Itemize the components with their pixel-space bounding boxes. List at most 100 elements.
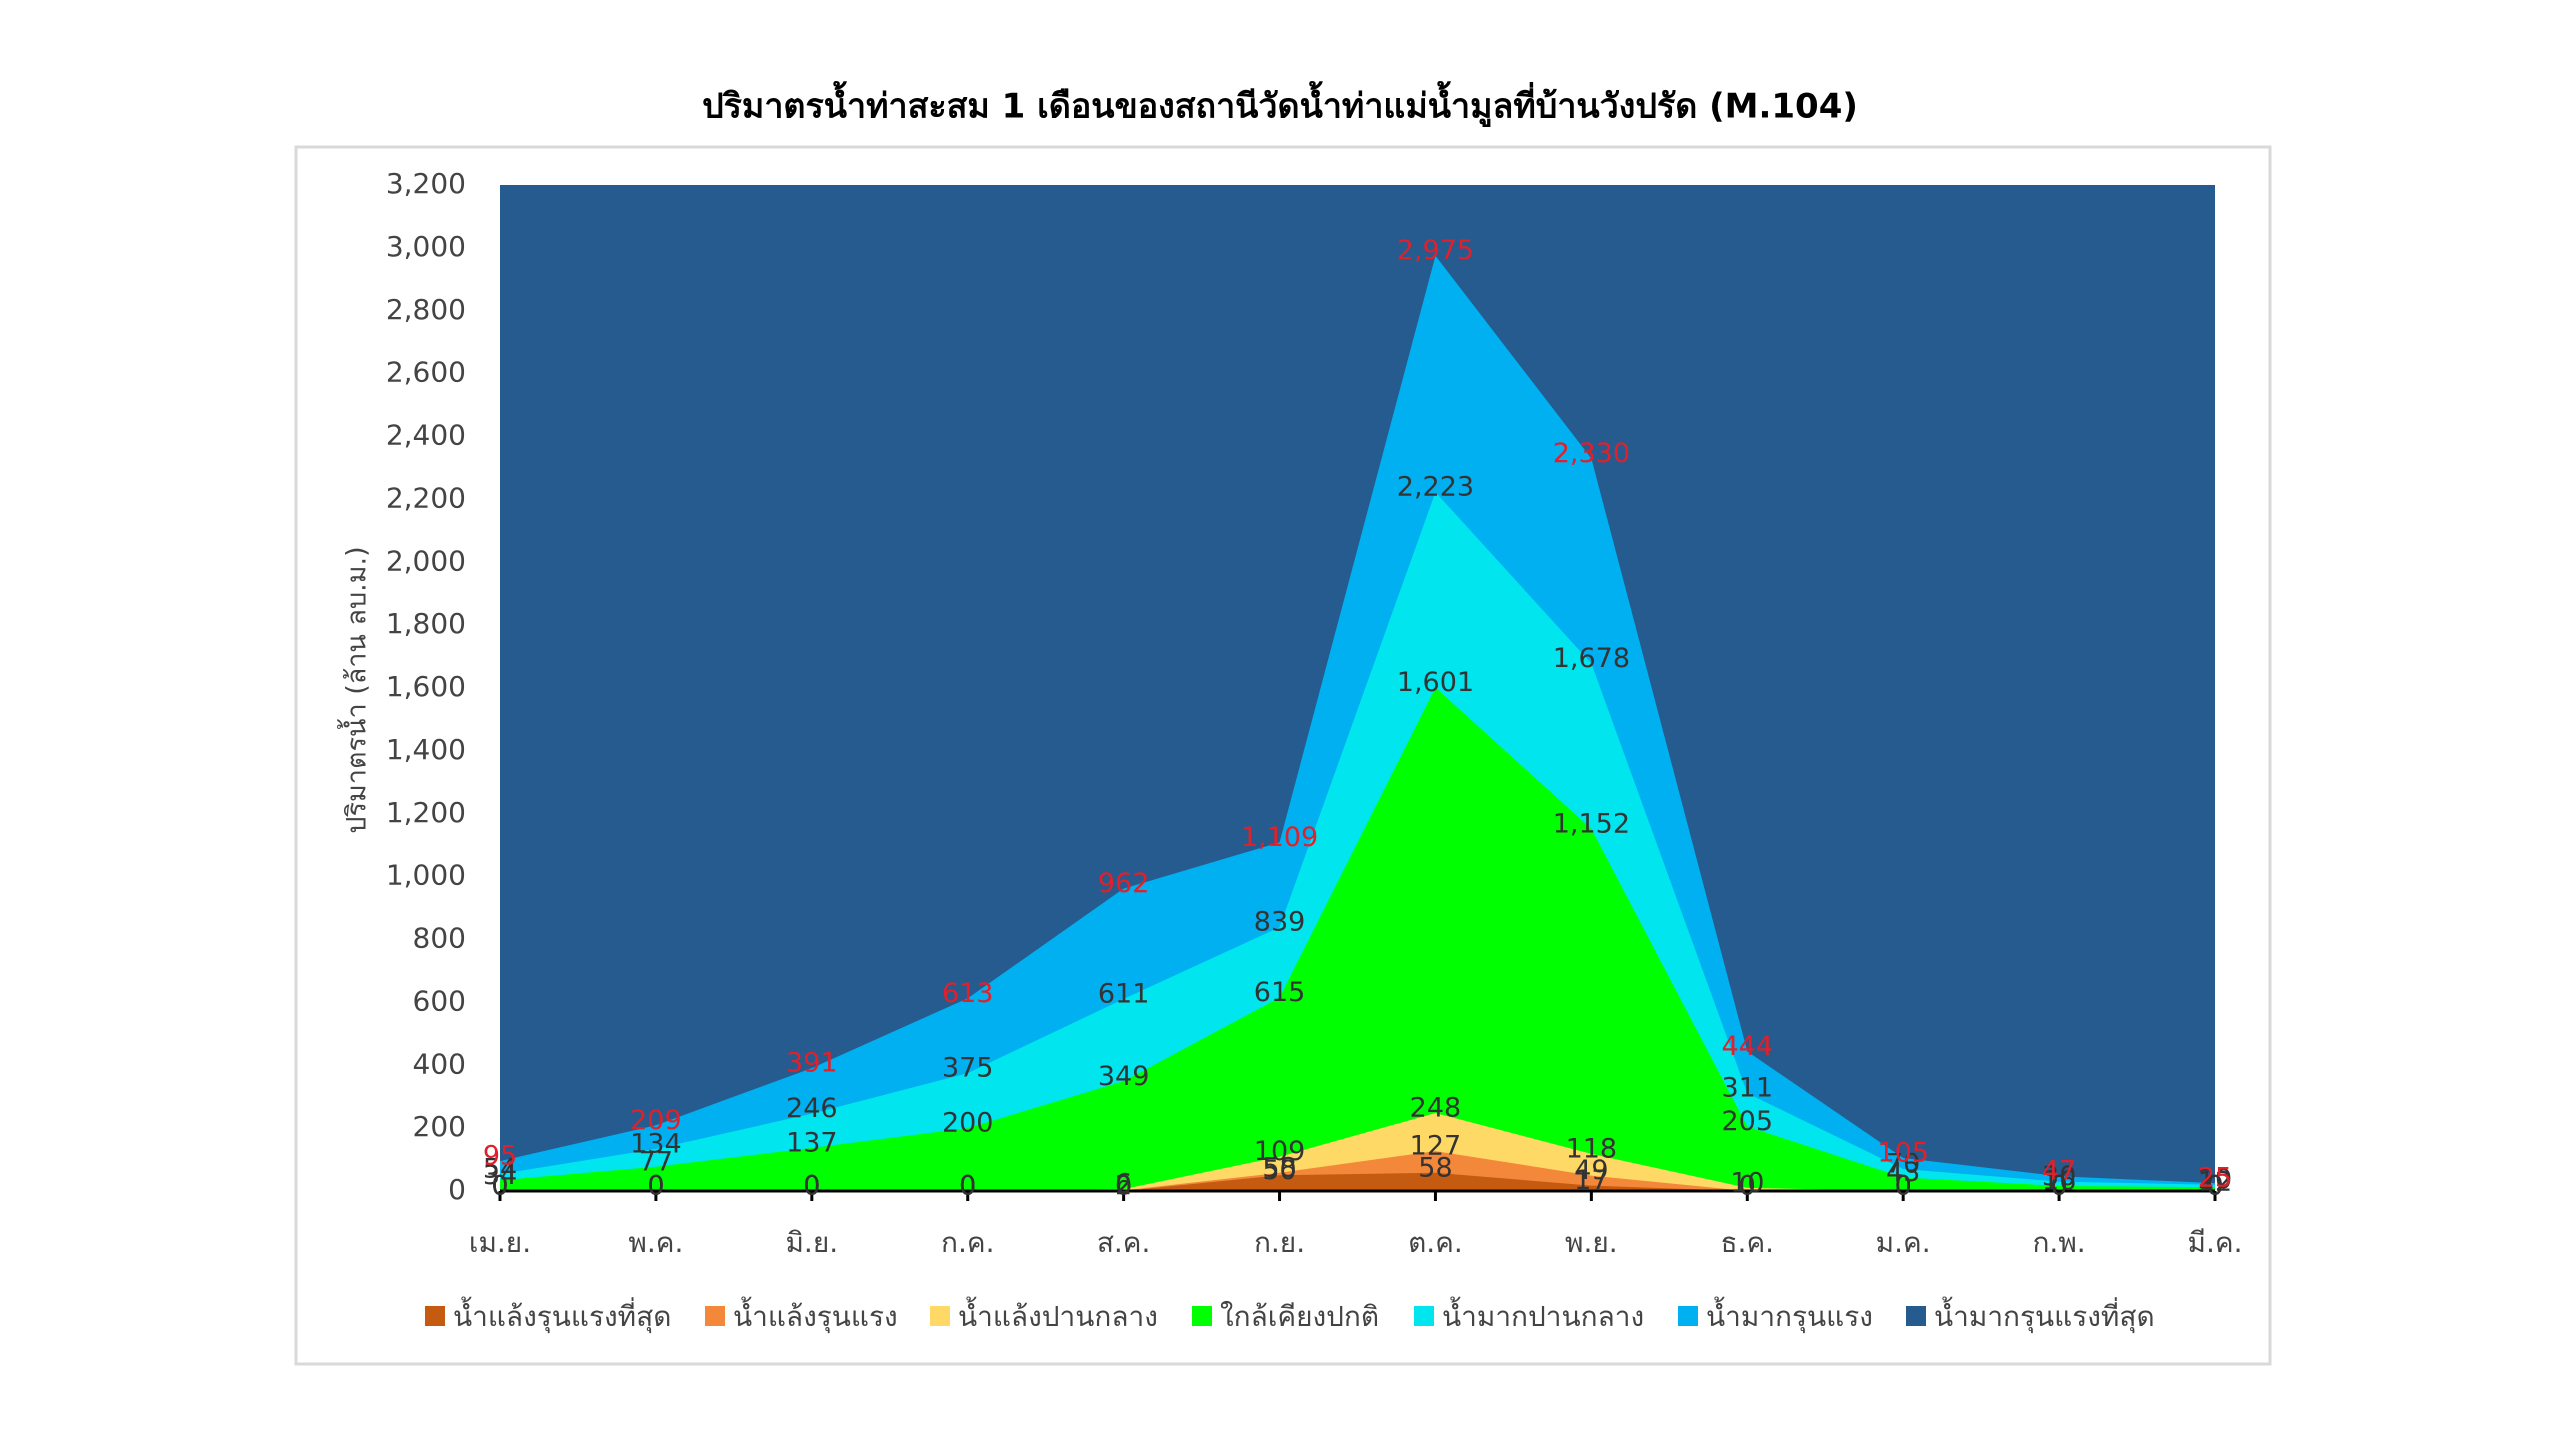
y-tick-label: 600	[413, 984, 466, 1017]
data-label: 34	[483, 1160, 517, 1191]
data-label: 2,975	[1397, 235, 1474, 266]
x-tick-label: ก.ค.	[941, 1226, 994, 1259]
data-label: 0	[647, 1171, 664, 1202]
y-tick-label: 0	[448, 1173, 466, 1206]
y-tick-label: 2,800	[386, 293, 466, 326]
data-label: 25	[2198, 1163, 2232, 1194]
data-label: 58	[1418, 1152, 1452, 1183]
data-label: 20	[2198, 1164, 2232, 1195]
data-label: 248	[1410, 1093, 1462, 1124]
legend-label: น้ำมากรุนแรงที่สุด	[1934, 1296, 2155, 1334]
data-label: 127	[1410, 1131, 1462, 1162]
area	[500, 687, 2215, 1191]
data-label: 0	[647, 1171, 664, 1202]
data-label: 16	[2042, 1165, 2076, 1196]
y-tick-label: 2,600	[386, 356, 466, 389]
legend-swatch	[1678, 1306, 1698, 1326]
data-label: 391	[786, 1048, 838, 1079]
data-label: 118	[1566, 1133, 1618, 1164]
data-label: 134	[630, 1128, 682, 1159]
legend-label: น้ำแล้งรุนแรง	[733, 1296, 898, 1334]
area	[500, 492, 2215, 1191]
data-label: 444	[1721, 1031, 1773, 1062]
data-label: 0	[491, 1171, 508, 1202]
y-tick-label: 1,200	[386, 796, 466, 829]
chart-frame	[294, 145, 2272, 1366]
x-tick-label: ก.ย.	[1254, 1226, 1305, 1259]
data-label: 962	[1098, 868, 1150, 899]
x-tick-label: เม.ย.	[469, 1226, 531, 1259]
data-label: 0	[2206, 1171, 2223, 1202]
data-label: 70	[1886, 1148, 1920, 1179]
data-label: 0	[2206, 1171, 2223, 1202]
legend-swatch	[705, 1306, 725, 1326]
data-label: 0	[2050, 1171, 2067, 1202]
y-tick-label: 2,000	[386, 544, 466, 577]
data-label: 246	[786, 1093, 838, 1124]
area	[500, 1151, 2215, 1191]
x-tick-label: มิ.ย.	[785, 1226, 838, 1259]
y-axis-title: ปริมาตรน้ำ (ล้าน ลบ.ม.)	[337, 546, 373, 833]
data-label: 375	[942, 1053, 994, 1084]
data-label: 1,109	[1241, 822, 1318, 853]
data-label: 0	[1895, 1171, 1912, 1202]
data-label: 0	[491, 1171, 508, 1202]
data-label: 10	[1730, 1167, 1764, 1198]
data-label: 1,678	[1553, 643, 1630, 674]
y-tick-label: 400	[413, 1047, 466, 1080]
legend-label: น้ำมากรุนแรง	[1706, 1296, 1873, 1334]
y-tick-label: 200	[413, 1110, 466, 1143]
data-label: 0	[491, 1171, 508, 1202]
data-label: 0	[959, 1171, 976, 1202]
data-label: 77	[639, 1146, 673, 1177]
data-label: 30	[2042, 1161, 2076, 1192]
data-label: 0	[647, 1171, 664, 1202]
data-label: 0	[2050, 1171, 2067, 1202]
x-tick-label: พ.ย.	[1565, 1226, 1618, 1259]
legend-swatch	[930, 1306, 950, 1326]
data-label: 209	[630, 1105, 682, 1136]
data-label: 611	[1098, 978, 1150, 1009]
data-label: 613	[942, 978, 994, 1009]
legend-swatch	[1192, 1306, 1212, 1326]
legend-label: น้ำมากปานกลาง	[1442, 1296, 1644, 1333]
data-label: 0	[2050, 1171, 2067, 1202]
x-tick-label: ส.ค.	[1097, 1226, 1151, 1259]
data-label: 0	[2206, 1171, 2223, 1202]
data-label: 43	[1886, 1157, 1920, 1188]
data-label: 205	[1721, 1106, 1773, 1137]
x-tick-label: พ.ค.	[628, 1226, 683, 1259]
data-label: 0	[959, 1171, 976, 1202]
data-label: 137	[786, 1127, 838, 1158]
y-tick-label: 3,000	[386, 230, 466, 263]
data-label: 0	[1895, 1171, 1912, 1202]
data-label: 47	[2042, 1156, 2076, 1187]
data-label: 349	[1098, 1061, 1150, 1092]
x-tick-label: มี.ค.	[2188, 1226, 2243, 1259]
legend-label: น้ำแล้งปานกลาง	[958, 1296, 1158, 1333]
legend-swatch	[1906, 1306, 1926, 1326]
legend-label: น้ำแล้งรุนแรงที่สุด	[453, 1296, 671, 1334]
data-label: 0	[1739, 1171, 1756, 1202]
x-tick-label: ต.ค.	[1408, 1226, 1463, 1259]
data-label: 2,330	[1553, 438, 1630, 469]
data-label: 2,223	[1397, 472, 1474, 503]
y-tick-label: 1,000	[386, 859, 466, 892]
data-label: 1,152	[1553, 808, 1630, 839]
data-label: 105	[1877, 1137, 1929, 1168]
legend-label: ใกล้เคียงปกติ	[1220, 1300, 1379, 1333]
data-label: 54	[483, 1154, 517, 1185]
data-label: 0	[803, 1171, 820, 1202]
data-label: 0	[1895, 1171, 1912, 1202]
x-tick-label: ม.ค.	[1876, 1226, 1931, 1259]
y-tick-label: 2,400	[386, 419, 466, 452]
data-label: 0	[803, 1171, 820, 1202]
data-label: 50	[1262, 1155, 1296, 1186]
y-tick-label: 1,600	[386, 670, 466, 703]
data-label: 615	[1254, 977, 1306, 1008]
legend-swatch	[425, 1306, 445, 1326]
y-tick-label: 3,200	[386, 167, 466, 200]
y-tick-label: 800	[413, 922, 466, 955]
